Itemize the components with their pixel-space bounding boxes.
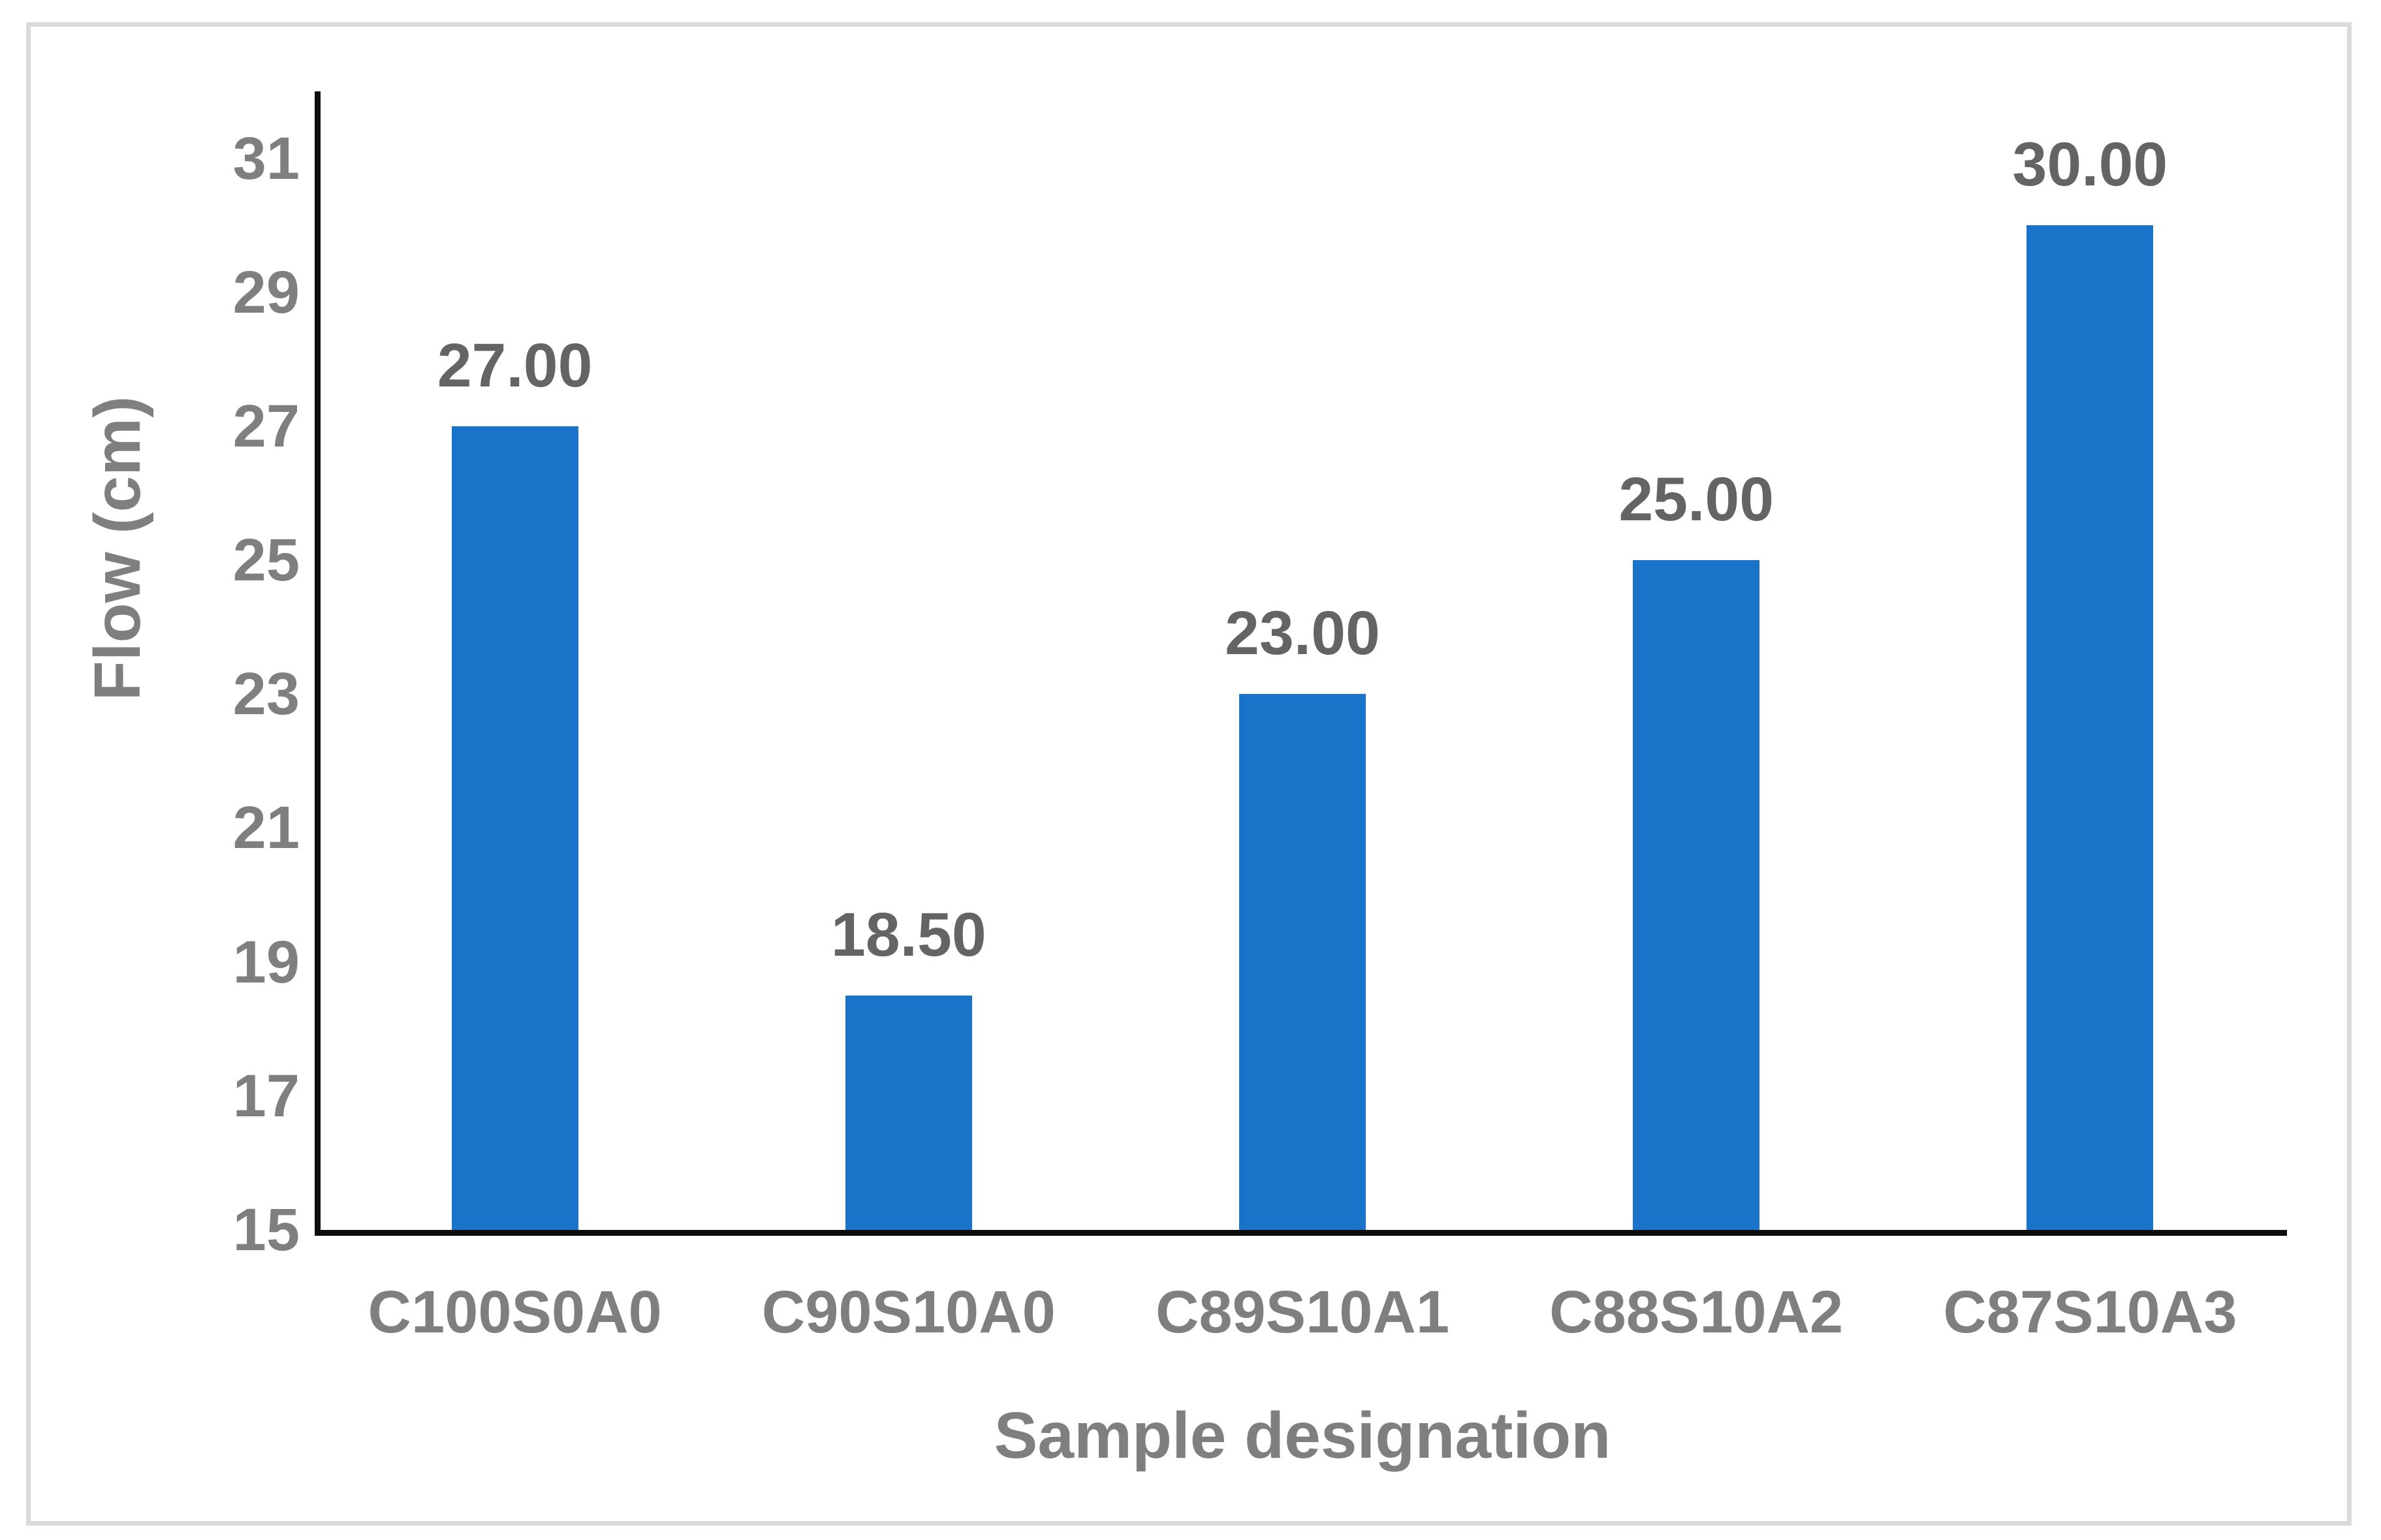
chart-frame: 15 17 19 21 23 25 27 29 31 27.00 18.50 23.00 25.00 3… (26, 22, 2352, 1526)
category-label: C100S0A0 (368, 1279, 662, 1345)
bar-C100S0A0 (451, 426, 578, 1230)
y-axis-title: Flow (cm) (81, 396, 154, 701)
y-tick-label: 27 (232, 392, 300, 460)
bar-C89S10A1 (1239, 694, 1366, 1230)
bar-C88S10A2 (1633, 560, 1760, 1230)
bar-value-label: 18.50 (830, 900, 986, 969)
bar-value-label: 23.00 (1225, 599, 1380, 668)
category-label: C89S10A1 (1155, 1279, 1450, 1345)
x-axis-title: Sample designation (994, 1399, 1611, 1472)
y-axis-line (315, 91, 321, 1236)
y-tick-label: 19 (232, 928, 300, 996)
y-tick-label: 15 (232, 1197, 300, 1263)
y-tick-label: 25 (232, 527, 300, 594)
bar-value-label: 25.00 (1618, 465, 1774, 535)
y-tick-label: 23 (232, 661, 300, 728)
y-tick-label: 29 (232, 259, 300, 326)
x-axis-line (315, 1230, 2287, 1236)
plot-area: 15 17 19 21 23 25 27 29 31 27.00 18.50 23.00 25.00 3… (31, 27, 2347, 1521)
category-label: C90S10A0 (761, 1279, 1056, 1345)
bar-value-label: 27.00 (437, 330, 593, 400)
y-tick-label: 17 (232, 1062, 300, 1129)
category-label: C87S10A3 (1943, 1279, 2237, 1345)
bar-value-label: 30.00 (2012, 130, 2168, 200)
y-tick-label: 31 (232, 125, 300, 192)
y-tick-label: 21 (232, 794, 300, 862)
bar-C90S10A0 (845, 995, 972, 1230)
category-label: C88S10A2 (1549, 1279, 1844, 1345)
bar-C87S10A3 (2026, 225, 2154, 1230)
